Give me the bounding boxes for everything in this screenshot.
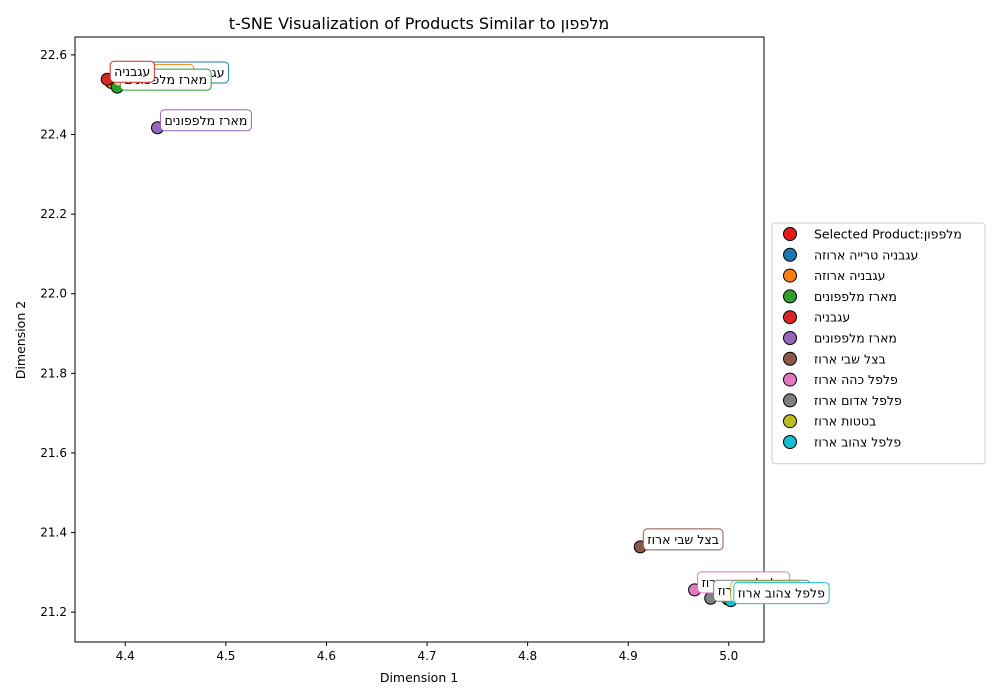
y-tick-label: 22.6 (40, 48, 67, 62)
legend-marker (783, 289, 797, 304)
legend-label: פלפל כהה ארוז (814, 372, 898, 387)
y-tick-label: 22.0 (40, 287, 67, 301)
legend-label: פלפל אדום ארוז (814, 393, 902, 408)
legend: Selected Product:מלפפון עגבניה טרייה ארוז… (771, 222, 986, 465)
y-tick-label: 22.2 (40, 207, 67, 221)
legend-label: עגבניה טרייה ארוזה (814, 247, 918, 262)
legend-marker (783, 331, 797, 345)
legend-marker (783, 351, 797, 366)
y-tick-label: 21.8 (40, 366, 67, 380)
x-tick-label: 4.7 (417, 649, 436, 663)
point-annotation: עגבניה (109, 60, 155, 83)
legend-label: מארז מלפפונים (814, 289, 897, 304)
axis-layer: 4.4 4.5 4.6 4.7 4.8 4.9 5.0 21.2 21.4 21.6 21.8 22.… (40, 48, 738, 663)
legend-marker (783, 247, 797, 262)
point-annotation-box (642, 528, 724, 551)
legend-marker (783, 310, 797, 325)
legend-marker (783, 227, 797, 241)
point-annotation-text: מארז מלפפונים (164, 113, 247, 128)
x-tick-label: 4.9 (619, 649, 638, 663)
point-annotation-box (733, 582, 830, 605)
x-tick-label: 4.6 (317, 649, 336, 663)
legend-marker (783, 414, 797, 429)
y-tick-label: 21.6 (40, 446, 67, 460)
legend-label: פלפל צהוב ארוז (814, 435, 901, 450)
point-annotation-text: עגבניה (114, 64, 150, 79)
point-annotation-box (159, 109, 252, 132)
legend-marker (783, 268, 797, 283)
x-tick-label: 4.5 (216, 649, 235, 663)
x-tick-label: 4.8 (518, 649, 537, 663)
legend-frame (771, 222, 986, 465)
legend-marker (783, 372, 797, 387)
point-annotation: מארז מלפפונים (159, 109, 252, 132)
point-annotation: פלפל צהוב ארוז (733, 582, 830, 605)
y-tick-label: 22.4 (40, 128, 67, 142)
legend-label: עגבניה ארוזה (814, 268, 885, 283)
legend-label: מארז מלפפונים (814, 331, 897, 346)
plot-layer (100, 72, 738, 608)
x-tick-label: 4.4 (116, 649, 135, 663)
point-annotation-text: פלפל צהוב ארוז (738, 586, 825, 601)
point-annotation: בצל שבי ארוז (642, 528, 724, 551)
plot-frame (74, 36, 765, 643)
x-tick-label: 5.0 (719, 649, 738, 663)
legend-label: Selected Product:מלפפון (814, 227, 962, 242)
legend-label: בצל שבי ארוז (814, 351, 886, 366)
legend-label: עגבניה (814, 310, 850, 325)
y-axis-title: Dimension 2 (13, 301, 28, 379)
legend-marker (783, 435, 797, 449)
y-tick-label: 21.4 (40, 526, 67, 540)
legend-label: בטטות ארוז (814, 414, 876, 429)
point-annotation-box (109, 60, 155, 83)
legend-marker (783, 393, 797, 408)
point-annotation-text: בצל שבי ארוז (647, 532, 719, 547)
y-tick-label: 21.2 (40, 605, 67, 619)
x-axis-title: Dimension 1 (380, 670, 458, 685)
chart-title: t-SNE Visualization of Products Similar … (229, 14, 610, 33)
